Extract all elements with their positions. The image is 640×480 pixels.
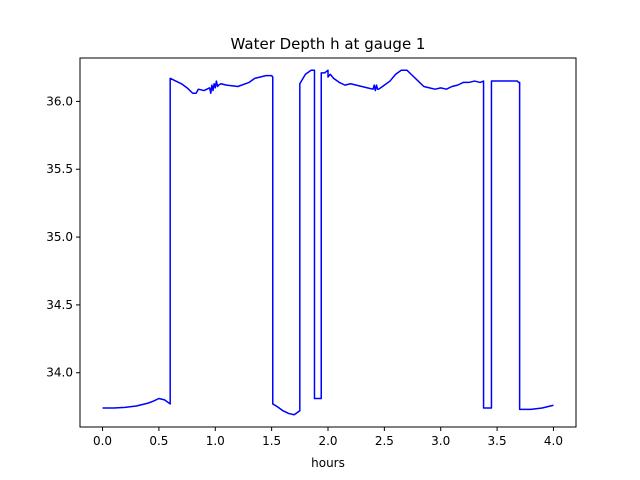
y-tick-label: 34.0 bbox=[46, 366, 73, 380]
plot-area bbox=[102, 69, 554, 416]
x-tick-label: 1.0 bbox=[206, 434, 225, 448]
x-tick-label: 3.0 bbox=[431, 434, 450, 448]
y-axis: 34.0 34.5 35.0 35.5 36.0 bbox=[46, 94, 80, 380]
x-axis-label: hours bbox=[311, 456, 345, 470]
x-tick-label: 2.5 bbox=[375, 434, 394, 448]
axes-frame bbox=[79, 57, 577, 428]
y-tick-label: 36.0 bbox=[46, 94, 73, 108]
y-tick-label: 35.5 bbox=[46, 162, 73, 176]
series-line-0 bbox=[102, 69, 554, 416]
y-tick-label: 35.0 bbox=[46, 230, 73, 244]
x-axis: 0.0 0.5 1.0 1.5 2.0 2.5 3.0 3.5 4.0 bbox=[93, 427, 563, 448]
y-tick-label: 34.5 bbox=[46, 298, 73, 312]
x-tick-label: 2.0 bbox=[318, 434, 337, 448]
x-tick-label: 1.5 bbox=[262, 434, 281, 448]
x-tick-label: 3.5 bbox=[488, 434, 507, 448]
x-tick-label: 0.0 bbox=[93, 434, 112, 448]
chart-title: Water Depth h at gauge 1 bbox=[231, 35, 426, 53]
x-tick-label: 4.0 bbox=[544, 434, 563, 448]
x-tick-label: 0.5 bbox=[149, 434, 168, 448]
